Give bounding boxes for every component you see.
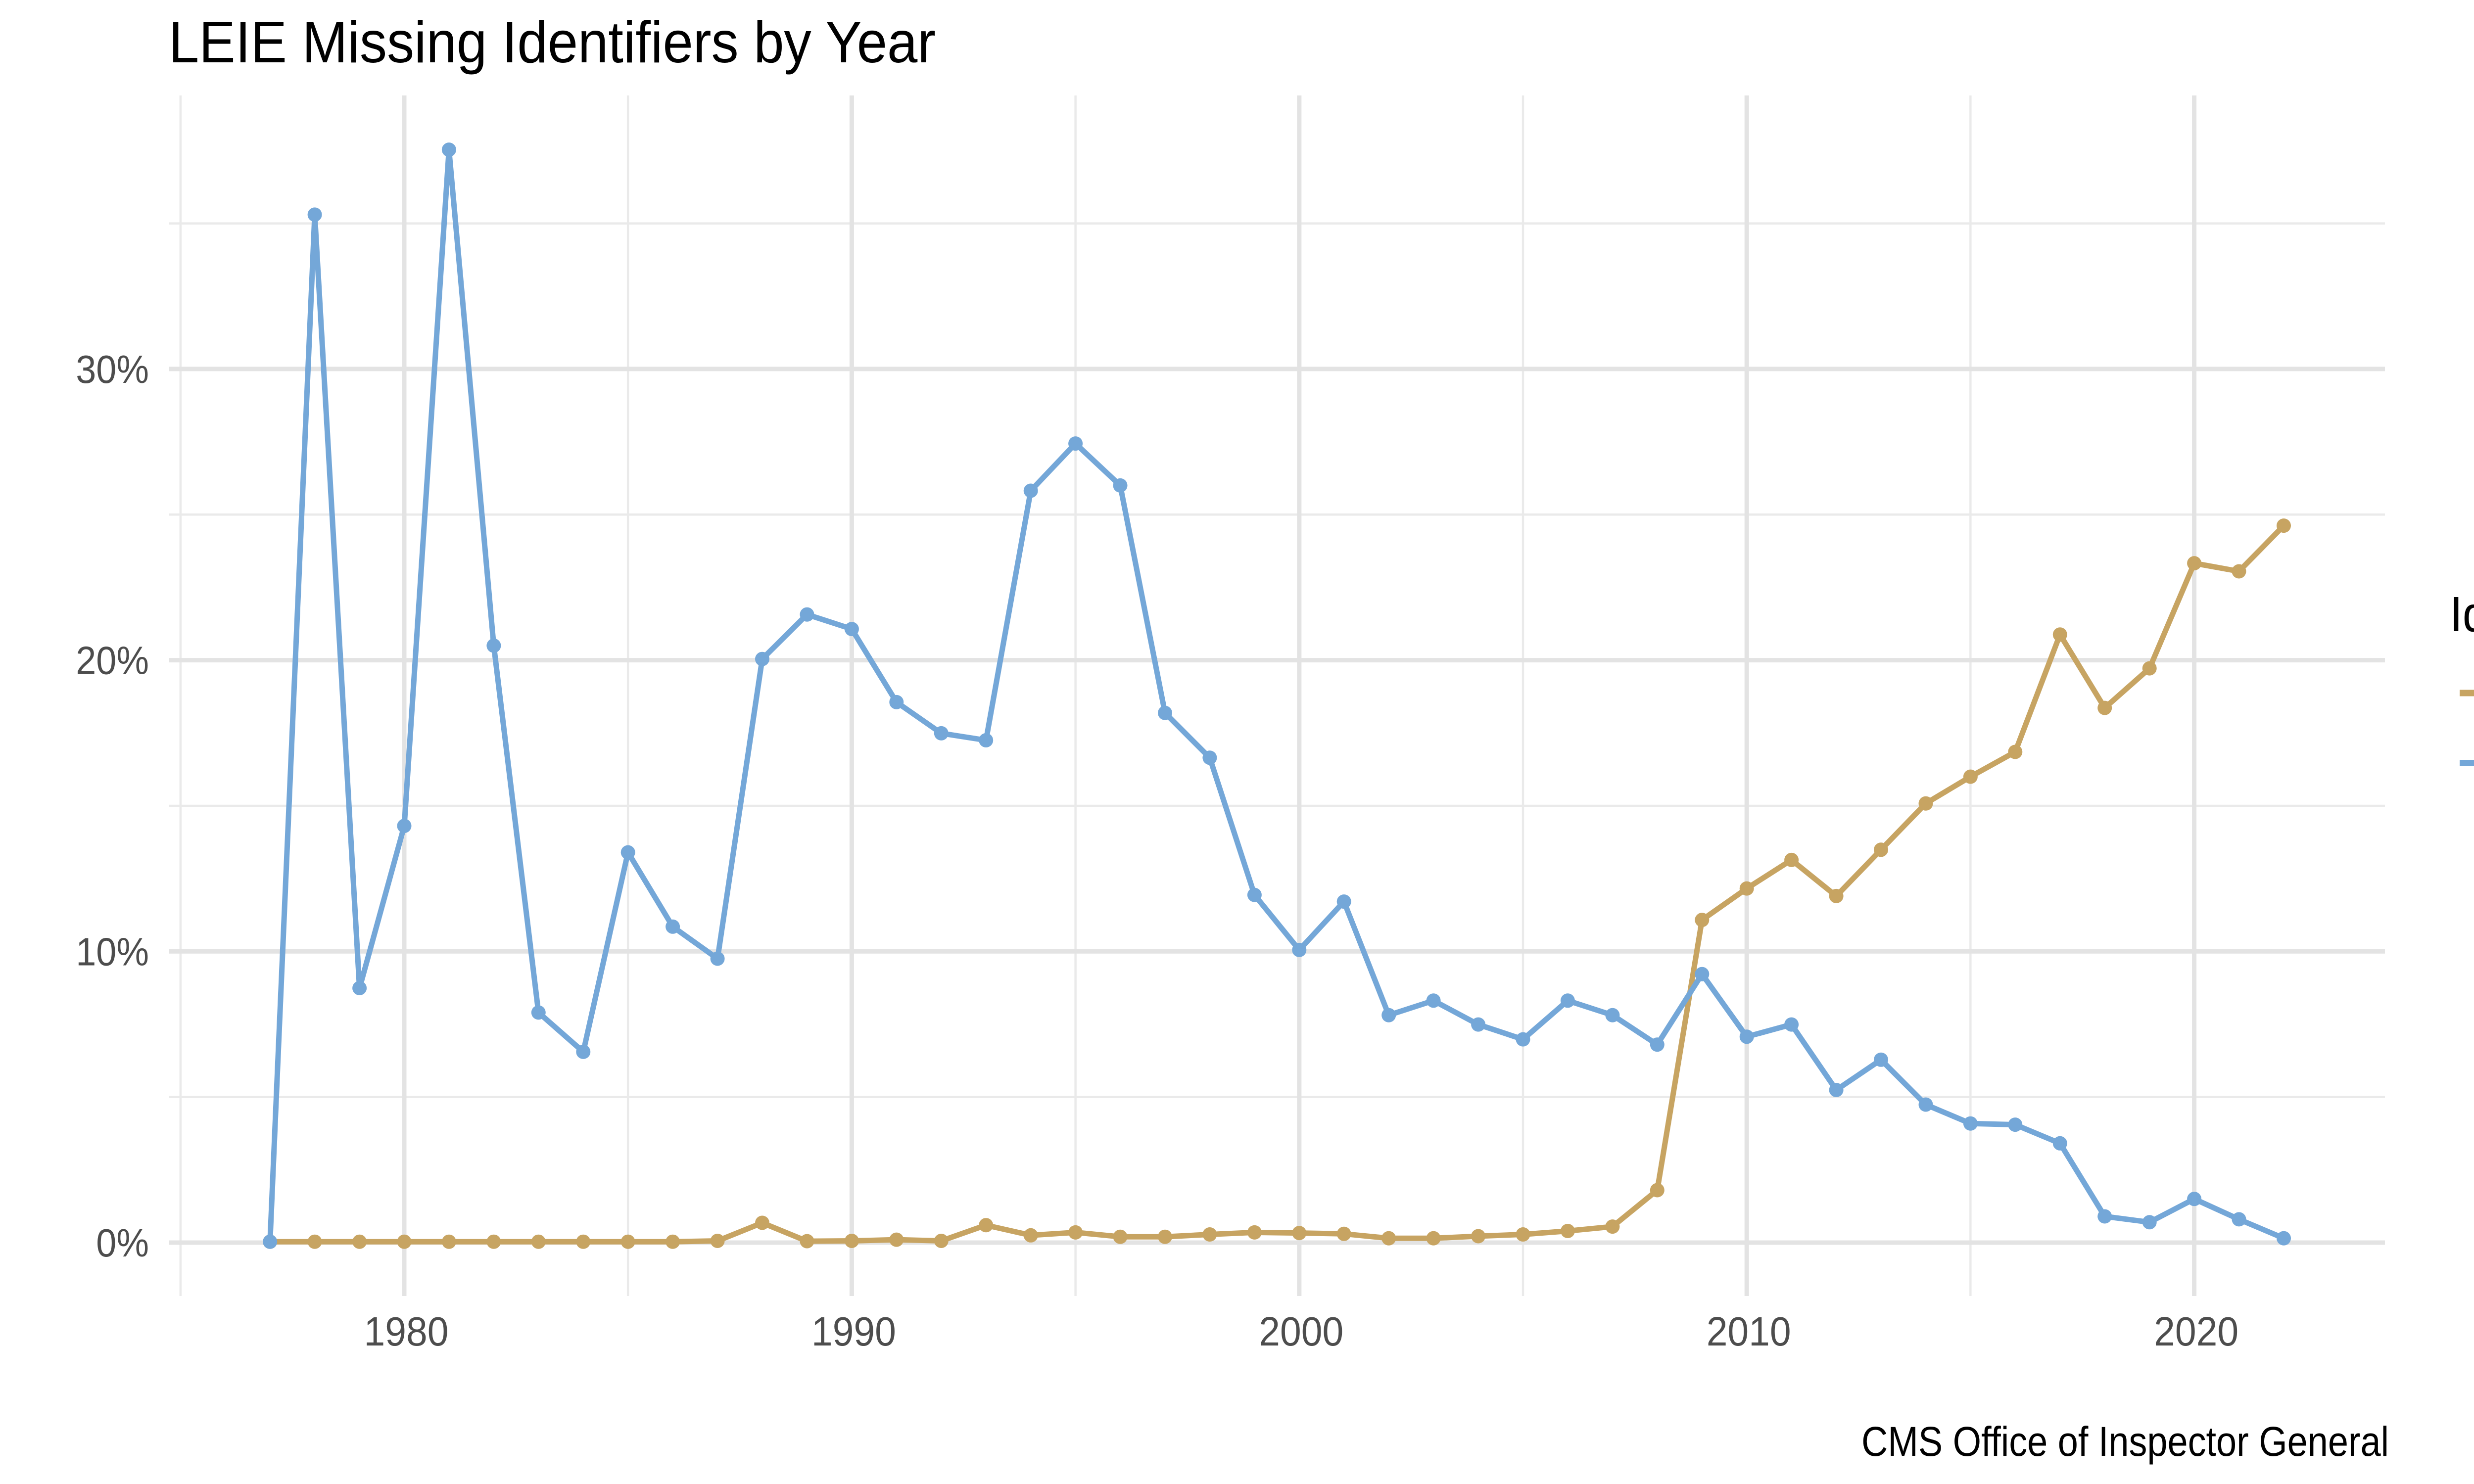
svg-text:CMS Office of Inspector Genera: CMS Office of Inspector General bbox=[1861, 1418, 2389, 1465]
svg-text:30%: 30% bbox=[76, 347, 149, 391]
svg-text:20%: 20% bbox=[76, 639, 149, 683]
svg-text:2000: 2000 bbox=[1259, 1308, 1343, 1354]
svg-text:10%: 10% bbox=[76, 929, 149, 974]
svg-text:LEIE Missing Identifiers by Ye: LEIE Missing Identifiers by Year bbox=[169, 9, 936, 75]
svg-text:0%: 0% bbox=[96, 1221, 149, 1265]
svg-text:1990: 1990 bbox=[811, 1308, 896, 1354]
svg-text:1980: 1980 bbox=[364, 1308, 449, 1354]
svg-text:2010: 2010 bbox=[1707, 1308, 1791, 1354]
svg-text:2020: 2020 bbox=[2154, 1308, 2238, 1354]
svg-text:Identifier: Identifier bbox=[2450, 587, 2474, 642]
